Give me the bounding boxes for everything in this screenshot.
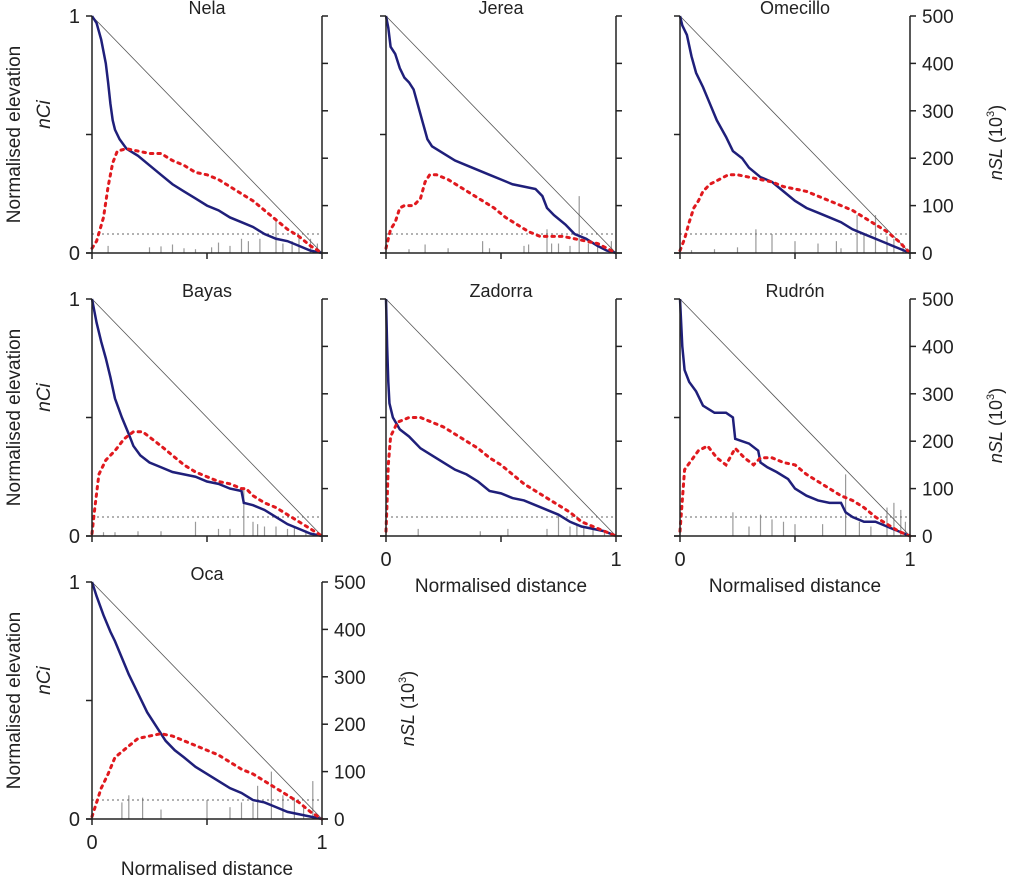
nci-line [384,173,618,255]
nci-line [90,430,324,538]
nci-line [90,732,324,821]
x-tick-label: 0 [674,549,685,571]
y-right-label-unit: (10 [398,683,418,714]
reference-diagonal [91,298,323,537]
y-right-label-unit: (10 [986,400,1006,431]
panel-jerea: Jerea [380,0,622,259]
panel-zadorra: Zadorra 0 1 Normalised distance [380,281,622,597]
y-left-axis-label: Normalised elevation [4,612,25,789]
profile-line [90,581,323,821]
y-left-tick-label: 0 [69,243,80,265]
profile-line [678,298,911,538]
y-right-tick-label: 100 [334,763,366,784]
y-right-label-close: ) [398,671,418,677]
y-right-label-unit: (10 [986,117,1006,148]
y-right-label-close: ) [986,388,1006,394]
y-right-tick-label: 300 [922,102,954,123]
y-right-label-nsl: nSL [398,714,418,746]
y-right-label-sup: 3 [985,111,997,117]
reference-diagonal [91,581,323,820]
reference-diagonal [679,298,911,537]
reference-diagonal [679,15,911,254]
profile-line [90,298,323,538]
y-left-tick-label: 0 [69,526,80,548]
y-right-tick-label: 500 [922,290,954,311]
y-right-axis-label: nSL (103) [985,388,1006,463]
x-axis-label: Normalised distance [121,859,293,879]
y-left-axis-label-nci: nCi [34,382,55,411]
y-right-label-nsl: nSL [986,148,1006,180]
profile-line [384,15,617,255]
panel-title: Jerea [478,0,524,18]
y-right-label-sup: 3 [985,394,997,400]
panel-title: Zadorra [469,281,533,301]
nci-line [90,147,324,255]
panel-title: Rudrón [765,281,824,301]
panel-title: Nela [188,0,226,18]
panel-omecillo: Omecillo 0 100 200 300 400 500 nSL (103) [674,0,1006,265]
x-axis-label: Normalised distance [415,576,587,597]
y-right-tick-label: 400 [334,620,366,641]
y-right-label-close: ) [986,105,1006,111]
panel-title: Bayas [182,281,232,301]
y-right-tick-label: 400 [922,54,954,75]
panel-title: Oca [190,564,224,584]
y-right-axis-label: nSL (103) [985,105,1006,180]
x-axis-label: Normalised distance [709,576,881,597]
panel-title: Omecillo [760,0,830,18]
y-left-tick-label: 1 [69,289,80,311]
y-right-tick-label: 400 [922,337,954,358]
y-left-tick-label: 0 [69,809,80,831]
nci-line [678,173,912,255]
y-left-axis-label-nci: nCi [34,665,55,694]
y-left-axis-label: Normalised elevation [4,329,25,506]
y-right-axis-label: nSL (103) [397,671,418,746]
panel-nela: Nela 1 0 Normalised elevation nCi [4,0,328,265]
x-tick-label: 0 [380,549,391,571]
y-right-tick-label: 0 [922,244,933,265]
y-right-tick-label: 500 [922,7,954,28]
nci-line [678,444,912,538]
y-right-tick-label: 0 [922,527,933,548]
y-right-tick-label: 200 [334,715,366,736]
profile-line [90,15,323,255]
reference-diagonal [91,15,323,254]
reference-diagonal [385,298,617,537]
y-right-tick-label: 100 [922,197,954,218]
y-left-axis-label-nci: nCi [34,99,55,128]
y-left-tick-label: 1 [69,6,80,28]
y-right-tick-label: 300 [334,668,366,689]
y-right-tick-label: 0 [334,810,345,831]
y-right-label-nsl: nSL [986,431,1006,463]
x-tick-label: 1 [904,549,915,571]
x-tick-label: 1 [316,832,327,854]
panel-bayas: Bayas 1 0 Normalised elevation nCi [4,281,328,548]
y-right-label-sup: 3 [397,677,409,683]
x-tick-label: 1 [610,549,621,571]
profile-line [678,15,911,255]
y-left-tick-label: 1 [69,572,80,594]
y-right-tick-label: 300 [922,385,954,406]
y-right-tick-label: 200 [922,432,954,453]
y-right-tick-label: 500 [334,573,366,594]
reference-diagonal [385,15,617,254]
y-right-tick-label: 200 [922,149,954,170]
y-left-axis-label: Normalised elevation [4,46,25,223]
nci-line [384,416,618,538]
x-tick-label: 0 [86,832,97,854]
y-right-tick-label: 100 [922,480,954,501]
profile-line [384,298,617,538]
